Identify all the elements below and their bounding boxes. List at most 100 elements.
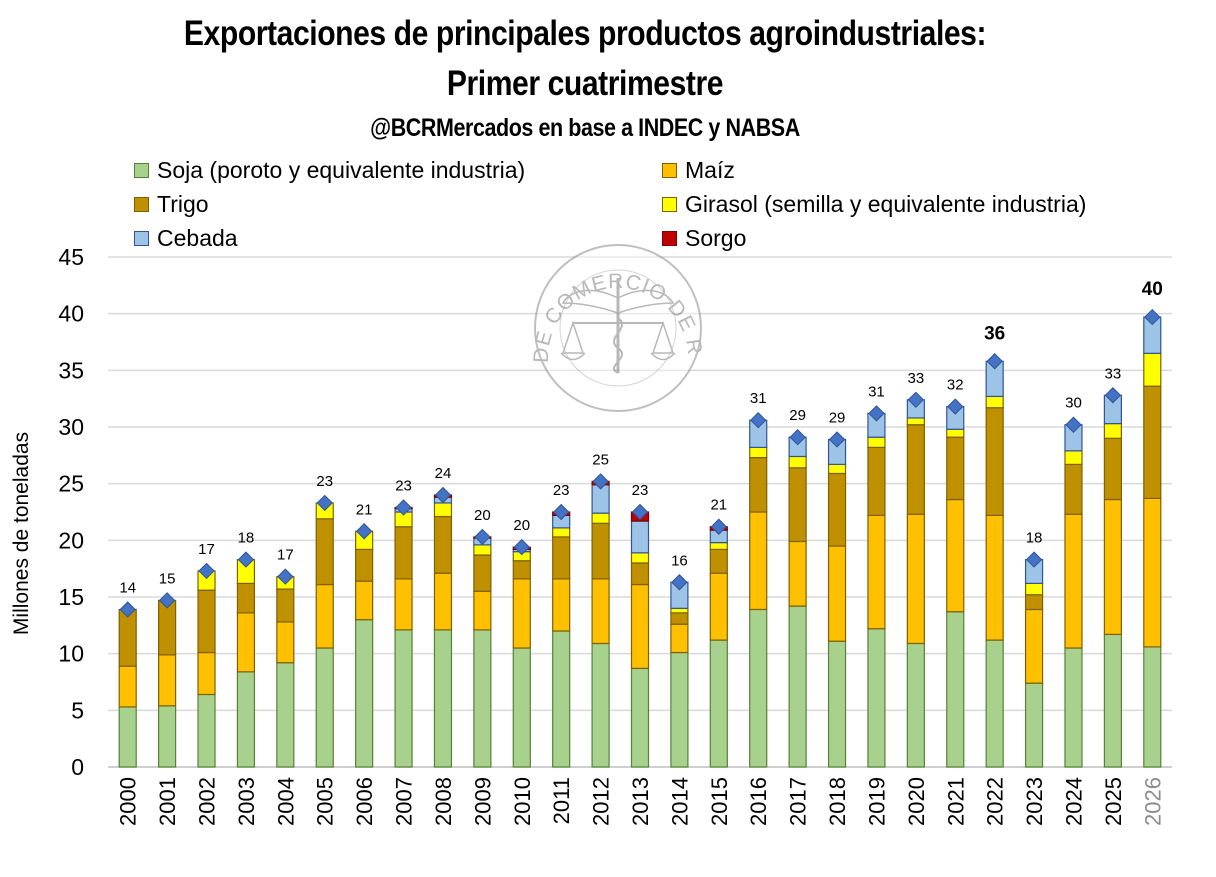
- bar-segment: [1024, 608, 1044, 684]
- bar-segment: [709, 572, 728, 641]
- x-tick-label: 2004: [273, 777, 298, 826]
- legend-item: Trigo: [134, 191, 209, 218]
- y-tick-label: 20: [58, 527, 84, 553]
- y-tick-label: 25: [58, 471, 84, 497]
- wing-right: [617, 289, 675, 315]
- bar-segment: [236, 582, 256, 614]
- bar-segment: [236, 671, 256, 768]
- bar-segment: [315, 518, 334, 586]
- bar-segment: [1143, 385, 1162, 500]
- x-tick-label: 2008: [431, 777, 456, 826]
- bar-segment: [276, 588, 295, 623]
- bar-segment: [433, 502, 453, 518]
- x-tick-label: 2002: [195, 777, 220, 826]
- legend-label: Cebada: [157, 225, 238, 251]
- bar-segment: [946, 428, 965, 438]
- y-tick-label: 5: [71, 697, 84, 723]
- x-tick-label: 2000: [116, 777, 141, 826]
- bar-segment: [630, 562, 650, 586]
- bar-segment: [709, 639, 728, 768]
- total-marker: [395, 499, 412, 516]
- bar-segment: [552, 536, 571, 580]
- legend-swatch: [134, 197, 149, 212]
- x-tick-label: 2026: [1140, 777, 1165, 826]
- total-marker: [434, 486, 452, 504]
- bar-segment: [985, 395, 1004, 409]
- bar-segment: [1103, 498, 1122, 635]
- x-tick-label: 2007: [392, 777, 417, 826]
- bar-segment: [394, 526, 413, 580]
- bar-segment: [236, 612, 256, 673]
- total-label: 17: [277, 547, 294, 564]
- x-tick-label: 2020: [904, 777, 929, 826]
- bar-segment: [867, 436, 886, 449]
- bar-segment: [118, 608, 137, 667]
- bar-segment: [1024, 582, 1044, 596]
- bar-segment: [197, 693, 216, 768]
- legend-swatch: [662, 197, 677, 212]
- total-marker: [316, 494, 333, 512]
- total-marker: [1104, 387, 1122, 404]
- total-marker: [868, 405, 885, 422]
- total-label: 31: [750, 390, 767, 407]
- total-label: 21: [710, 497, 727, 514]
- total-label: 24: [435, 465, 452, 482]
- x-tick-label: 2009: [470, 777, 495, 826]
- total-marker: [907, 391, 925, 409]
- bar-segment: [552, 578, 571, 632]
- legend-item: Soja (poroto y equivalente industria): [134, 157, 525, 184]
- bar-segment: [355, 548, 374, 582]
- total-marker: [158, 592, 176, 609]
- bar-segment: [1064, 463, 1083, 515]
- snake: [612, 317, 624, 374]
- bar-segment: [630, 667, 650, 768]
- bar-segment: [1024, 682, 1044, 768]
- legend-swatch: [662, 231, 677, 246]
- bar-segment: [827, 545, 847, 642]
- bar-segment: [315, 647, 334, 768]
- bar-segment: [788, 540, 807, 607]
- bar-segment: [788, 605, 807, 768]
- y-tick-label: 0: [71, 754, 84, 780]
- x-tick-label: 2019: [864, 777, 889, 826]
- legend-label: Girasol (semilla y equivalente industria…: [685, 191, 1087, 217]
- total-marker: [1065, 416, 1082, 433]
- bar-segment: [670, 623, 689, 654]
- scale-pan-right: [650, 320, 676, 361]
- bar-segment: [788, 455, 807, 469]
- x-tick-label: 2025: [1101, 777, 1126, 826]
- total-marker: [355, 523, 373, 540]
- total-marker: [277, 568, 294, 585]
- bar-segment: [906, 424, 925, 515]
- bar-segment: [276, 621, 295, 664]
- total-label: 32: [947, 377, 964, 394]
- bar-segment: [197, 589, 216, 654]
- bar-segment: [749, 608, 768, 768]
- legend-item: Sorgo: [662, 225, 746, 252]
- total-label: 30: [1065, 395, 1082, 412]
- legend-label: Maíz: [685, 157, 735, 183]
- y-axis-label: Millones de toneladas: [10, 432, 33, 635]
- x-tick-label: 2001: [155, 777, 180, 826]
- bar-segment: [118, 706, 137, 768]
- bar-segment: [749, 457, 768, 513]
- total-label: 17: [198, 541, 215, 558]
- total-marker: [237, 551, 255, 568]
- legend-swatch: [134, 163, 149, 178]
- seal-inner-ring: [559, 269, 677, 387]
- bar-segment: [1103, 633, 1122, 768]
- chart-subtitle: @BCRMercados en base a INDEC y NABSA: [370, 114, 800, 142]
- bar-segment: [473, 590, 492, 631]
- bar-segment: [552, 630, 571, 768]
- y-tick-label: 45: [58, 244, 84, 270]
- total-marker: [671, 574, 688, 591]
- total-label: 31: [868, 383, 885, 400]
- bar-segment: [867, 446, 886, 516]
- total-label: 23: [316, 473, 333, 490]
- bar-segment: [946, 436, 965, 501]
- bar-segment: [670, 612, 689, 625]
- x-tick-label: 2017: [786, 777, 811, 826]
- total-marker: [986, 353, 1003, 370]
- bar-segment: [591, 512, 610, 524]
